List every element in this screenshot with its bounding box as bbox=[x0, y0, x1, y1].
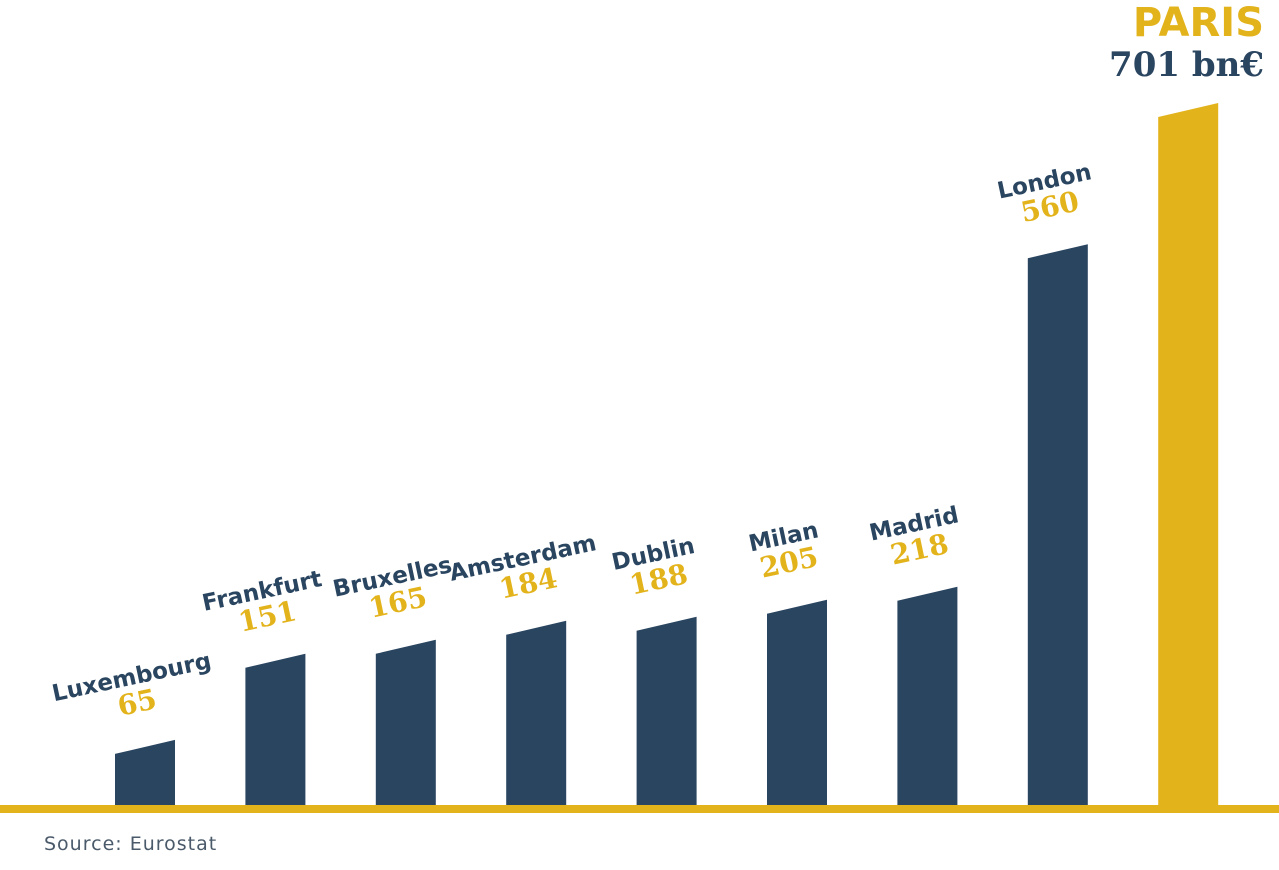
bar bbox=[636, 616, 697, 805]
bar bbox=[1158, 103, 1219, 805]
bar bbox=[897, 586, 958, 805]
value-label: 701 bn€ bbox=[1109, 45, 1264, 85]
bar bbox=[115, 739, 175, 805]
value-label: 65 bbox=[115, 682, 160, 722]
bar bbox=[375, 639, 436, 805]
bar bbox=[1027, 244, 1088, 805]
bar bbox=[506, 620, 567, 805]
category-label: PARIS bbox=[1133, 0, 1264, 46]
baseline bbox=[0, 805, 1279, 813]
bar bbox=[245, 653, 306, 805]
source: Source: Eurostat bbox=[44, 833, 217, 855]
bar bbox=[767, 599, 827, 805]
